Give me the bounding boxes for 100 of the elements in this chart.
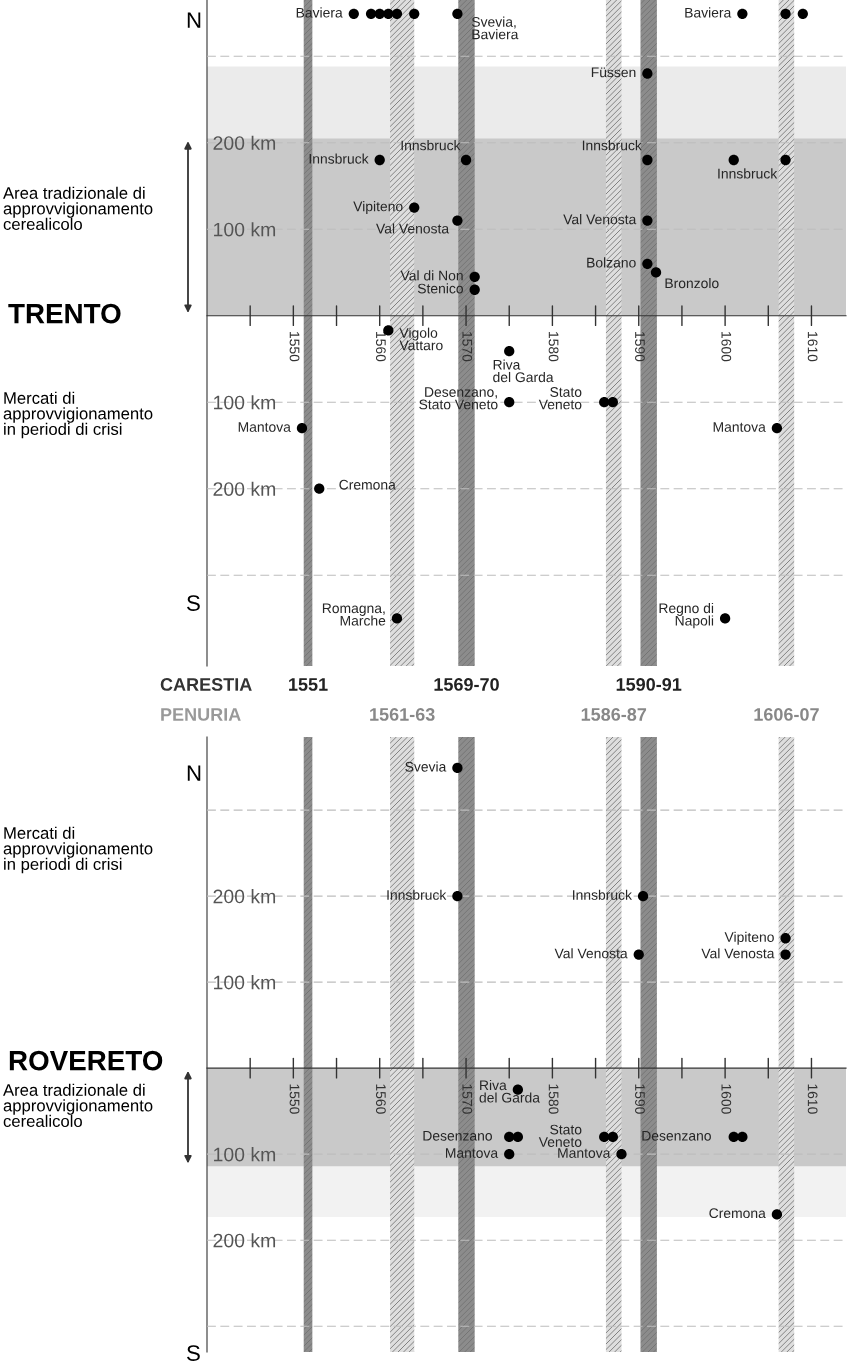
annotation: Mantova [445, 1148, 499, 1158]
text: S [187, 1345, 200, 1361]
text: ROVERETO [9, 1050, 163, 1071]
annotation: Cremona [339, 479, 396, 490]
x-tick-label: 1590 [635, 332, 645, 362]
point [780, 8, 791, 19]
y-tick-label: 100 km [214, 222, 276, 237]
point [391, 613, 403, 624]
point [728, 1131, 739, 1143]
text: N [187, 765, 201, 781]
annotation: Svevia, Baviera [471, 16, 519, 40]
text: PENURIA [161, 708, 241, 721]
text: Area tradizionale di approvvigionamento cerealicolo [3, 186, 153, 231]
annotation: Bolzano [587, 257, 636, 268]
point [314, 483, 325, 494]
annotation: Baviera [685, 7, 732, 18]
annotation: Vipiteno [724, 931, 774, 945]
point [633, 949, 644, 960]
x-tick-label: 1560 [375, 1084, 386, 1114]
annotation: Innsbruck [573, 889, 632, 900]
y-tick-label: 100 km [214, 395, 276, 410]
point [452, 8, 463, 19]
point [460, 154, 472, 166]
band-label: 1606-07 [754, 708, 819, 721]
text: TRENTO [8, 303, 121, 324]
point [737, 8, 748, 19]
annotation: Mantova [238, 422, 291, 432]
text: Mercati di approvvigionamento in periodi di crisi [3, 391, 153, 439]
point [504, 397, 515, 408]
point [469, 284, 480, 295]
annotation: Svevia [405, 761, 447, 772]
annotation: Innsbruck [582, 140, 642, 151]
point [771, 1209, 783, 1220]
point [780, 933, 791, 944]
x-tick-label: 1600 [721, 1084, 732, 1114]
x-tick-label: 1570 [462, 1084, 473, 1114]
point [642, 215, 653, 226]
annotation: Val Venosta [554, 948, 628, 959]
text: Area tradizionale di approvvigionamento cerealicolo [3, 1083, 153, 1128]
band-label: 1586-87 [581, 708, 647, 721]
point [780, 949, 791, 960]
point [642, 258, 653, 269]
point [452, 215, 463, 226]
annotation: Mantova [713, 422, 766, 432]
point [607, 1131, 618, 1143]
annotation: Innsbruck [401, 140, 461, 151]
y-tick-label: 200 km [213, 481, 276, 496]
x-tick-label: 1570 [462, 332, 473, 362]
annotation: Innsbruck [309, 153, 369, 164]
x-tick-label: 1610 [807, 1084, 818, 1114]
y-tick-label: 200 km [213, 889, 276, 904]
annotation: Regno di Napoli [659, 602, 714, 629]
point [409, 8, 420, 19]
point [504, 346, 515, 357]
y-tick-label: 200 km [213, 1233, 276, 1248]
point [771, 422, 783, 434]
point [607, 397, 618, 408]
point [737, 1131, 748, 1143]
point [637, 890, 649, 902]
point [452, 762, 463, 774]
annotation: Innsbruck [718, 168, 778, 179]
annotation: Desenzano [642, 1131, 711, 1141]
band-label: 1590-91 [616, 678, 682, 691]
annotation: Val Venosta [701, 948, 775, 959]
point [728, 154, 739, 166]
point [374, 8, 385, 19]
y-tick-label: 100 km [214, 1147, 276, 1162]
annotation: Füssen [591, 67, 636, 78]
annotation: Val di Non [400, 270, 463, 281]
point [642, 154, 653, 166]
band-label: 1569-70 [434, 678, 499, 691]
point [599, 397, 610, 408]
x-tick-label: 1580 [548, 1084, 559, 1114]
point [391, 8, 403, 19]
y-tick-label: 200 km [213, 135, 276, 150]
annotation: Riva del Garda [479, 1079, 540, 1103]
annotation: Val Venosta [563, 214, 637, 225]
annotation: Stenico [417, 283, 463, 294]
point [374, 154, 385, 166]
annotation: Romagna, Marche [322, 603, 386, 626]
point [409, 202, 420, 213]
point [616, 1149, 627, 1160]
y-tick-label: 100 km [214, 975, 276, 990]
point [504, 1149, 515, 1160]
point [469, 271, 480, 282]
point [599, 1131, 610, 1143]
annotation: Vipiteno [353, 201, 403, 215]
point [650, 267, 662, 278]
point [452, 890, 463, 902]
annotation: Cremona [709, 1208, 766, 1219]
point [348, 8, 359, 19]
annotation: Desenzano [423, 1131, 492, 1141]
x-tick-label: 1610 [807, 332, 818, 362]
text: N [187, 12, 201, 28]
point [642, 68, 653, 79]
x-tick-label: 1590 [635, 1084, 645, 1114]
x-tick-label: 1550 [289, 332, 300, 362]
point [296, 422, 308, 434]
annotation: Mantova [558, 1148, 611, 1158]
band-label: 1551 [289, 678, 328, 691]
